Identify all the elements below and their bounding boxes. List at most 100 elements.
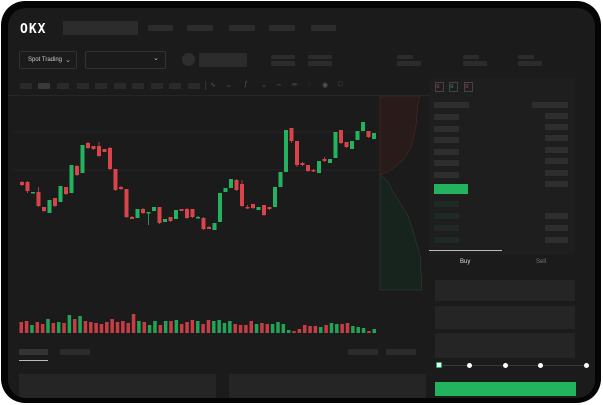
volume-bar [297, 329, 302, 333]
volume-bar [196, 321, 200, 333]
nav-item-5[interactable] [311, 25, 336, 31]
volume-bar [372, 329, 376, 333]
price-input[interactable] [435, 280, 575, 301]
bottom-action[interactable] [386, 349, 416, 355]
chevron-down-icon[interactable]: ⌄ [261, 82, 267, 89]
orderbook-ask-price[interactable] [434, 126, 459, 132]
candle-body [311, 170, 316, 172]
volume-bar [40, 324, 45, 333]
volume-bar [78, 316, 82, 333]
interval-button[interactable] [151, 83, 163, 89]
candlestick-chart[interactable] [8, 96, 428, 336]
volume-bar [105, 322, 109, 333]
nav-item-3[interactable] [229, 25, 255, 31]
pair-select[interactable]: ⌄ [85, 51, 166, 69]
interval-button[interactable] [20, 83, 32, 89]
slider-stop[interactable] [584, 363, 589, 368]
volume-bar [153, 321, 157, 333]
market-select[interactable]: Spot Trading ⌄ [19, 51, 77, 69]
nav-item-2[interactable] [187, 25, 213, 31]
buy-button[interactable] [435, 382, 576, 396]
orderbook-both-icon[interactable]: ≡ [435, 82, 444, 92]
volume-bar [244, 325, 248, 333]
tab-sell[interactable]: Sell [536, 259, 547, 265]
nav-item-4[interactable] [269, 25, 295, 31]
orderbook-ask-amount[interactable] [545, 181, 568, 187]
orderbook-bid-price[interactable] [434, 201, 459, 207]
candle-body [53, 198, 57, 206]
pair-name-placeholder [199, 53, 247, 67]
tab-buy[interactable]: Buy [460, 259, 471, 265]
orderbook-ask-amount[interactable] [545, 135, 568, 141]
line-tool-icon[interactable]: ∼ [276, 82, 282, 89]
orderbook-bid-amount[interactable] [545, 225, 568, 231]
interval-button[interactable] [188, 83, 200, 89]
interval-button[interactable] [169, 83, 181, 89]
orderbook-bid-amount[interactable] [545, 237, 568, 243]
interval-button[interactable] [132, 83, 144, 89]
candle-body [339, 130, 343, 143]
stat-label [308, 55, 332, 59]
volume-bar [254, 324, 259, 333]
orderbook-asks-icon[interactable]: ≡ [464, 82, 473, 92]
orderbook-ask-amount[interactable] [545, 158, 568, 164]
volume-bar [174, 320, 179, 333]
slider-stop[interactable] [503, 363, 508, 368]
settings-icon[interactable]: ◉ [322, 82, 329, 89]
tab-underline [429, 250, 502, 251]
orderbook-bid-price[interactable] [434, 213, 459, 219]
orderbook-ask-amount[interactable] [545, 147, 568, 153]
okx-logo[interactable]: OKX [20, 22, 47, 37]
stat-value [397, 61, 421, 66]
total-input[interactable] [435, 333, 575, 358]
chevron-down-icon[interactable]: ⌄ [226, 82, 232, 89]
interval-button[interactable] [77, 83, 89, 89]
tab-open-orders[interactable] [19, 349, 48, 355]
app-screen: OKX Spot Trading ⌄ ⌄ ∿ ⌄ ƒ ⌄ ∼ ✏ ◌ ◉ □ [8, 8, 595, 398]
tab-order-history[interactable] [60, 349, 90, 355]
volume-bar [83, 321, 88, 333]
fullscreen-icon[interactable]: □ [338, 81, 343, 88]
slider-stop[interactable] [467, 363, 472, 368]
interval-button[interactable] [57, 83, 69, 89]
volume-bar [137, 321, 141, 333]
orderbook-ask-price[interactable] [434, 172, 459, 178]
volume-bar [89, 322, 93, 333]
orderbook-ask-price[interactable] [434, 114, 459, 120]
slider-stop[interactable] [538, 363, 543, 368]
orderbook-ask-price[interactable] [434, 160, 459, 166]
orderbook-bid-price[interactable] [434, 237, 459, 243]
orderbook-bid-price[interactable] [434, 225, 459, 231]
amount-input[interactable] [435, 306, 575, 329]
orderbook-ask-amount[interactable] [545, 113, 568, 119]
interval-button-active[interactable] [38, 83, 50, 89]
interval-button[interactable] [95, 83, 107, 89]
leverage-slider-track[interactable] [439, 365, 587, 366]
asset-card [229, 374, 426, 398]
bottom-action[interactable] [348, 349, 378, 355]
candle-body [344, 142, 349, 147]
orderbook-bids-icon[interactable]: ≡ [449, 82, 458, 92]
volume-bar [72, 319, 77, 333]
orderbook-ask-amount[interactable] [545, 124, 568, 130]
volume-bar [24, 321, 29, 333]
volume-bar [131, 314, 136, 333]
indicator-icon[interactable]: ƒ [244, 81, 248, 88]
leverage-slider-handle[interactable] [436, 362, 442, 368]
candle-body [25, 182, 30, 191]
orderbook-ask-amount[interactable] [545, 170, 568, 176]
orderbook-ask-price[interactable] [434, 137, 459, 143]
orderbook-bid-amount[interactable] [545, 213, 568, 219]
camera-icon[interactable]: ◌ [307, 81, 312, 88]
search-placeholder[interactable] [63, 21, 138, 35]
candle-body [80, 145, 85, 173]
volume-bar [361, 328, 366, 333]
candle-body [350, 141, 354, 149]
chart-type-icon[interactable]: ∿ [210, 82, 216, 89]
orderbook-ask-price[interactable] [434, 149, 459, 155]
interval-button[interactable] [114, 83, 126, 89]
candle-body [157, 207, 162, 223]
volume-bar [201, 324, 205, 333]
ruler-icon[interactable]: ✏ [292, 82, 298, 89]
nav-item-1[interactable] [148, 25, 173, 31]
